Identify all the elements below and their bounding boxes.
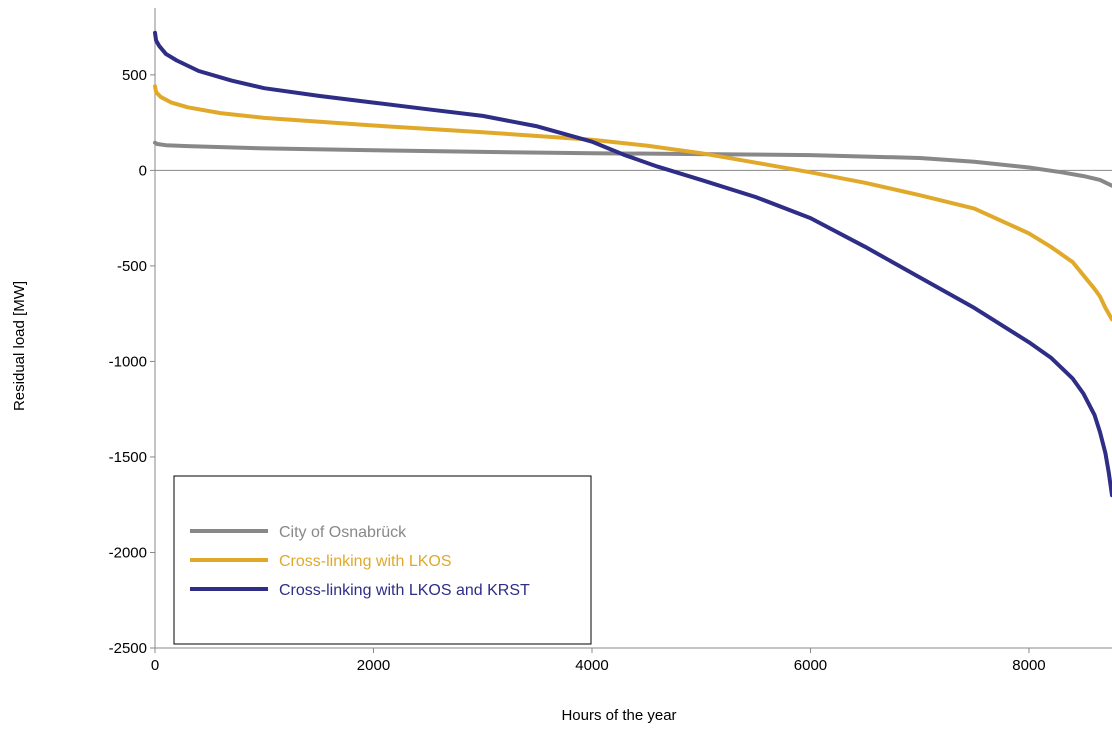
series-line-lkos-krst — [153, 30, 1112, 498]
y-tick-label: -2000 — [109, 544, 147, 561]
y-tick-label: -1000 — [109, 353, 147, 370]
y-tick-label: 500 — [122, 67, 147, 84]
series-layer — [153, 30, 1112, 498]
x-tick-label: 4000 — [575, 657, 608, 674]
legend: City of Osnabrück Cross-linking with LKO… — [173, 475, 592, 645]
legend-label-city-osnabrueck: City of Osnabrück — [279, 524, 407, 541]
y-axis-label: Residual load [MW] — [11, 281, 28, 411]
y-axis: 500 0 -500 -1000 -1500 -2000 -2500 — [109, 8, 156, 657]
y-tick-label: -1500 — [109, 449, 147, 466]
legend-label-lkos-krst: Cross-linking with LKOS and KRST — [279, 582, 530, 599]
x-axis: 0 2000 4000 6000 8000 — [151, 647, 1112, 674]
legend-label-lkos: Cross-linking with LKOS — [279, 553, 452, 570]
series-line-lkos — [153, 84, 1112, 322]
series-line-city-osnabrueck — [153, 140, 1112, 188]
x-tick-label: 6000 — [794, 657, 827, 674]
x-tick-label: 2000 — [357, 657, 390, 674]
x-axis-label: Hours of the year — [561, 707, 676, 724]
y-tick-label: 0 — [139, 162, 147, 179]
y-tick-label: -2500 — [109, 640, 147, 657]
x-tick-label: 8000 — [1012, 657, 1045, 674]
y-tick-label: -500 — [117, 258, 147, 275]
x-tick-label: 0 — [151, 657, 159, 674]
